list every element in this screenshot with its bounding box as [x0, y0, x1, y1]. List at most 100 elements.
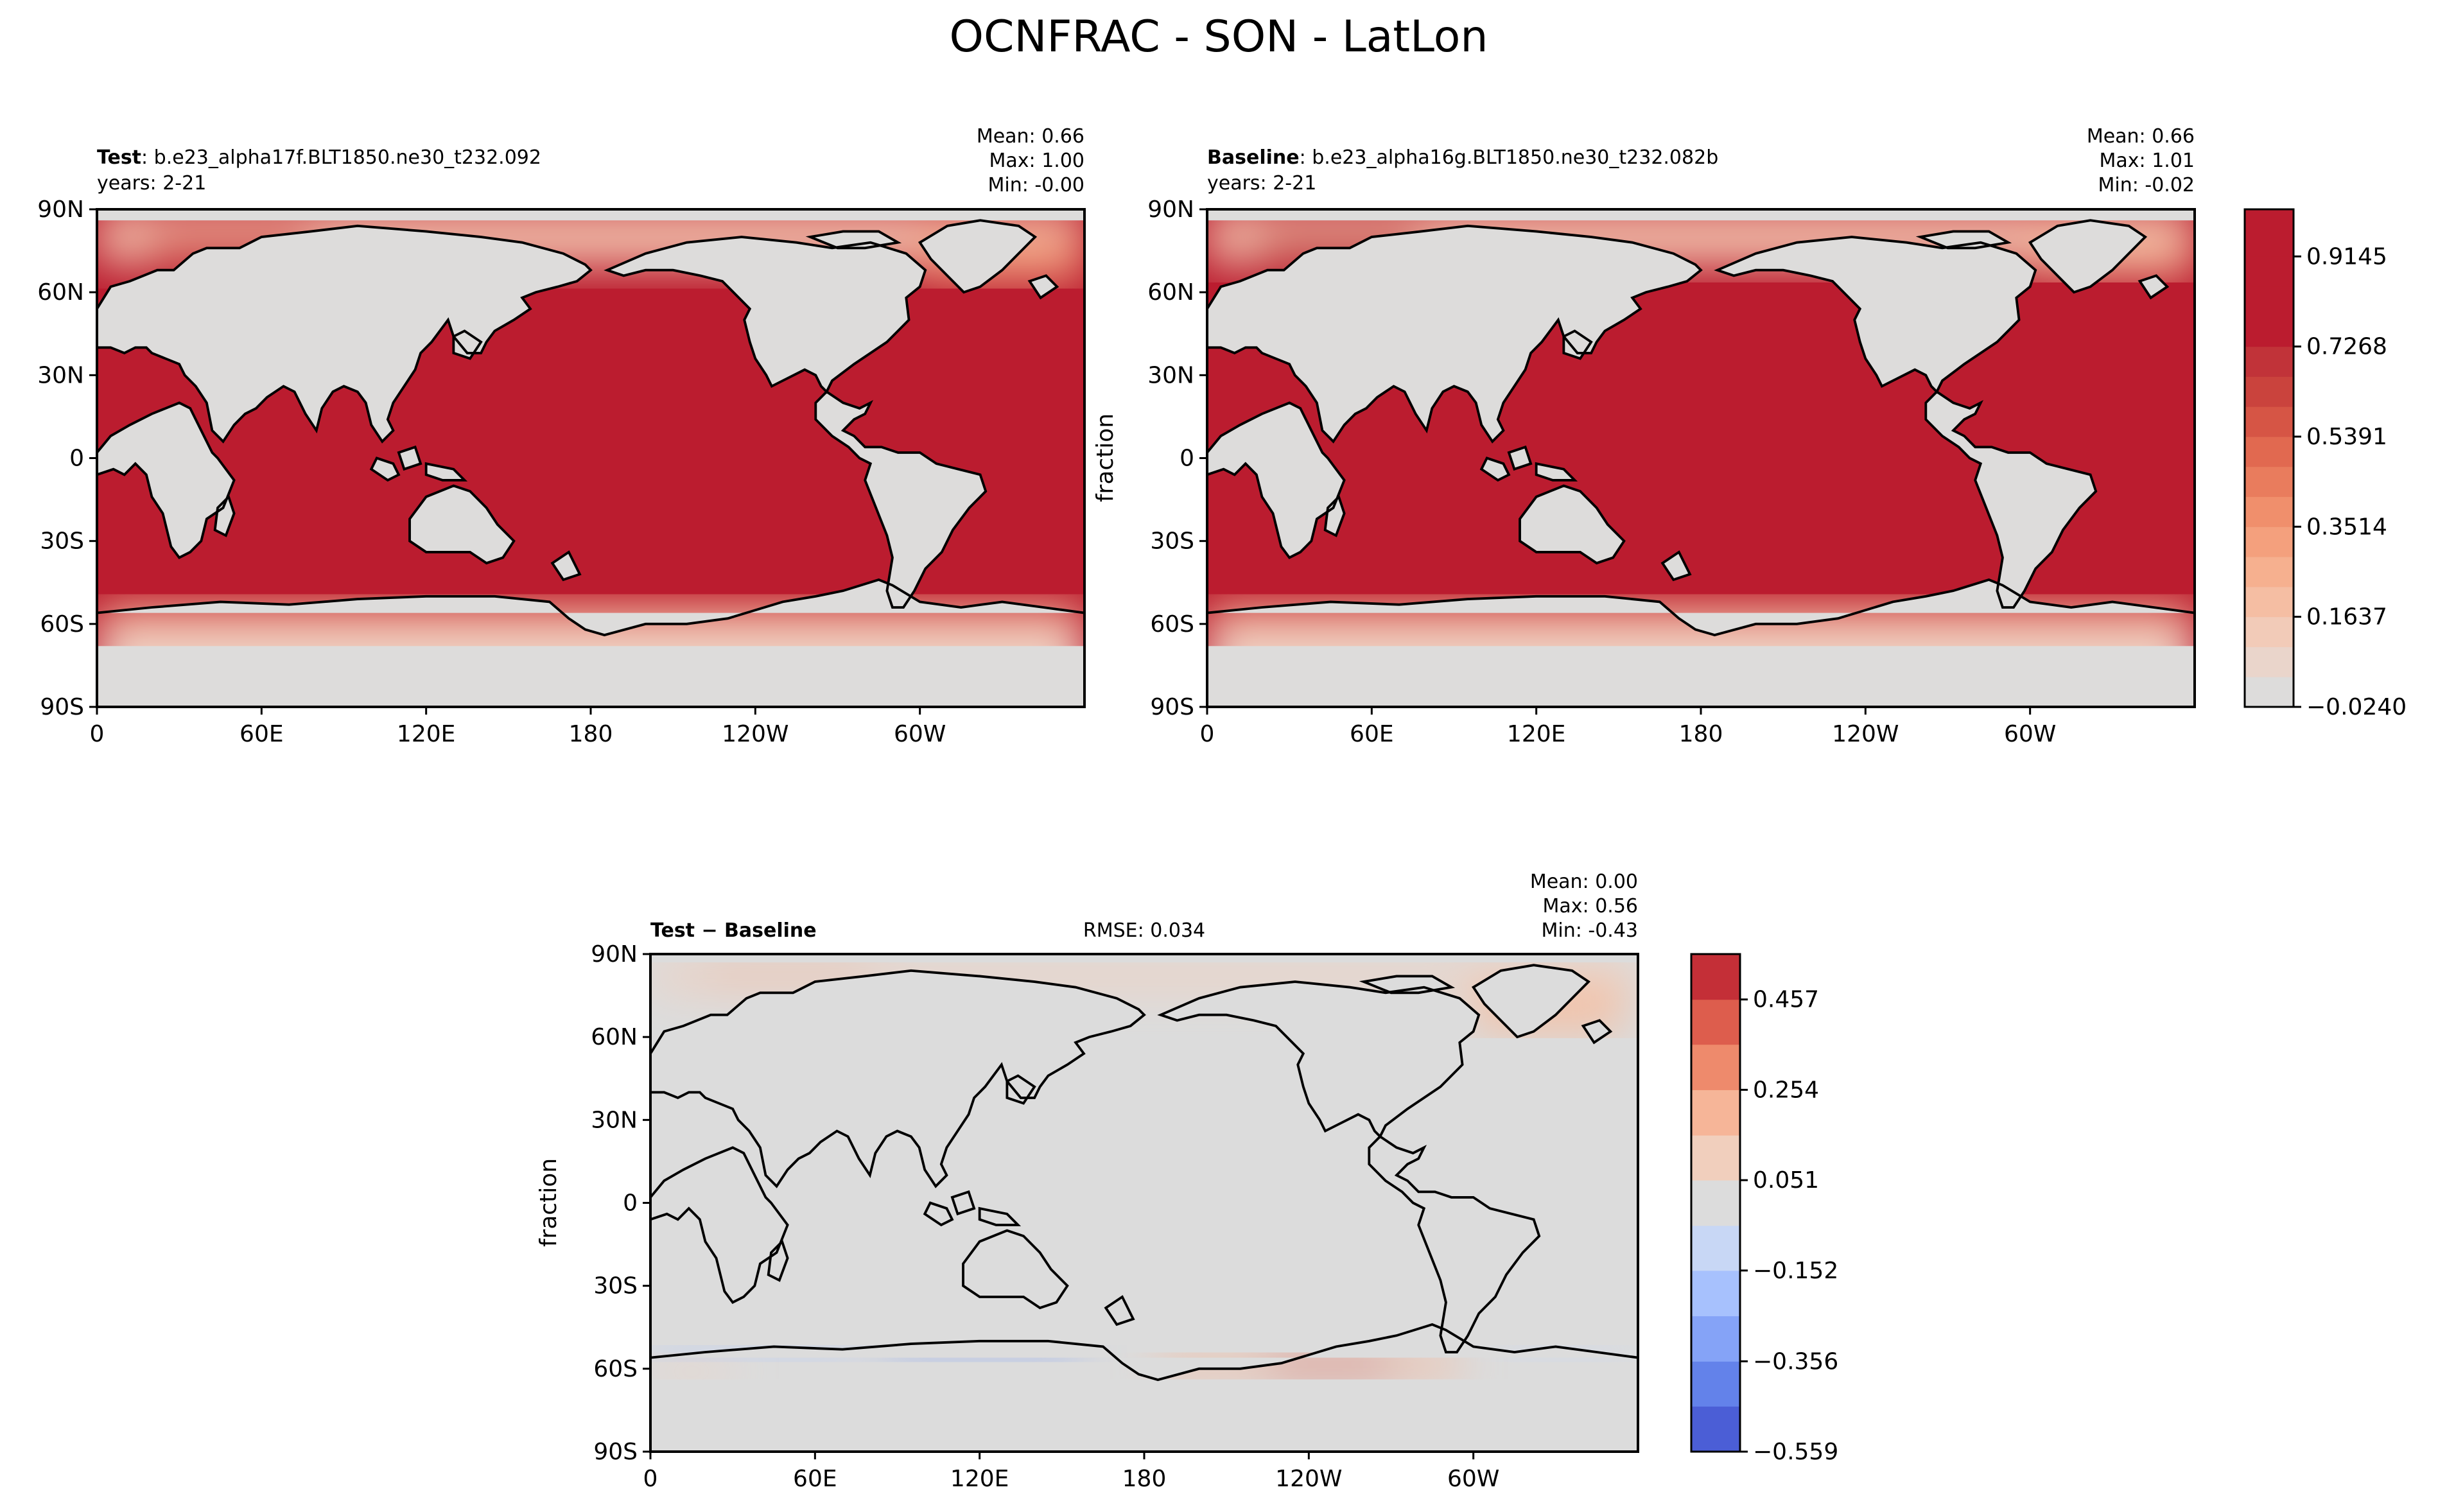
- colorbar-segment: [2245, 316, 2294, 347]
- colorbar-segment: [1691, 1361, 1740, 1407]
- lon-tick-label: 120W: [1275, 1466, 1342, 1492]
- lat-tick-label: 0: [69, 446, 84, 472]
- lat-tick-label: 60S: [40, 611, 84, 638]
- panel-diff-max: Max: 0.56: [1543, 895, 1638, 917]
- lon-tick-label: 60E: [1350, 721, 1394, 747]
- colorbar-segment: [2245, 526, 2294, 557]
- map-difference: [650, 954, 1638, 1452]
- lon-tick-label: 0: [643, 1466, 658, 1492]
- colorbar-tick-label: −0.356: [1753, 1348, 1838, 1375]
- map-baseline: [1207, 209, 2195, 707]
- panel-diff-rmse: RMSE: 0.034: [1083, 919, 1205, 942]
- colorbar-tick-label: 0.051: [1753, 1167, 1819, 1194]
- lon-tick-label: 120W: [1832, 721, 1899, 747]
- colorbar-segment: [2245, 647, 2294, 677]
- colorbar-segment: [2245, 677, 2294, 708]
- colorbar-segment: [2245, 256, 2294, 287]
- panel-baseline: Baseline: b.e23_alpha16g.BLT1850.ne30_t2…: [1092, 125, 2196, 747]
- lon-tick-label: 60W: [2004, 721, 2056, 747]
- map-test: [97, 209, 1084, 707]
- lat-tick-label: 60N: [1147, 279, 1194, 306]
- panel-test-case: : b.e23_alpha17f.BLT1850.ne30_t232.092: [141, 146, 541, 169]
- lat-tick-label: 30N: [1147, 362, 1194, 388]
- land-mask: [97, 209, 1084, 707]
- colorbar-segment: [1691, 1270, 1740, 1317]
- colorbar-segment: [2245, 346, 2294, 377]
- panel-diff-rest: − Baseline: [695, 919, 817, 942]
- colorbar-segment: [1691, 999, 1740, 1045]
- colorbar-tick-label: 0.9145: [2306, 243, 2387, 270]
- panel-baseline-max: Max: 1.01: [2100, 150, 2195, 172]
- colorbar-segment: [2245, 437, 2294, 467]
- panel-diff-ylabel: fraction: [535, 1158, 562, 1247]
- panel-test-mean: Mean: 0.66: [977, 125, 1084, 148]
- colorbar-segment: [1691, 1090, 1740, 1136]
- panel-baseline-label: Baseline: [1207, 146, 1300, 169]
- lon-tick-label: 180: [1679, 721, 1723, 747]
- lat-tick-label: 90N: [37, 196, 84, 223]
- colorbar-segment: [1691, 1044, 1740, 1090]
- colorbar-difference: 0.457 0.254 0.051 −0.152 −0.356 −0.559: [1690, 953, 1838, 1465]
- colorbar-tick-label: −0.559: [1753, 1439, 1838, 1465]
- colorbar-tick-label: 0.7268: [2306, 334, 2387, 360]
- lon-tick-label: 60E: [239, 721, 284, 747]
- panel-baseline-header: Baseline: b.e23_alpha16g.BLT1850.ne30_t2…: [1207, 146, 1718, 169]
- colorbar-segment: [1691, 954, 1740, 1000]
- lon-tick-label: 120E: [1507, 721, 1565, 747]
- colorbar-segment: [2245, 557, 2294, 587]
- colorbar-tick-label: −0.0240: [2306, 694, 2407, 720]
- lat-tick-label: 30N: [37, 362, 84, 388]
- lon-tick-label: 0: [1200, 721, 1215, 747]
- lon-tick-label: 60E: [793, 1466, 837, 1492]
- panel-test-header: Test: b.e23_alpha17f.BLT1850.ne30_t232.0…: [97, 146, 541, 169]
- panel-test-min: Min: -0.00: [988, 174, 1085, 196]
- lat-tick-label: 90S: [40, 694, 84, 720]
- lat-tick-label: 90S: [593, 1439, 638, 1465]
- lon-tick-label: 60W: [894, 721, 946, 747]
- lat-tick-label: 90S: [1150, 694, 1194, 720]
- lat-tick-label: 60S: [593, 1356, 638, 1382]
- colorbar-tick-label: 0.5391: [2306, 424, 2387, 450]
- colorbar-segment: [2245, 209, 2294, 257]
- lat-tick-label: 90N: [591, 941, 638, 968]
- figure-title: OCNFRAC - SON - LatLon: [950, 12, 1488, 62]
- land-mask: [1207, 209, 2195, 707]
- colorbar-segment: [2245, 496, 2294, 527]
- colorbar-segment: [1691, 1225, 1740, 1271]
- colorbar-segment: [2245, 616, 2294, 647]
- panel-difference: Test − Baseline RMSE: 0.034 Mean: 0.00 M…: [535, 871, 1639, 1492]
- colorbar-segment: [1691, 1406, 1740, 1452]
- panel-baseline-mean: Mean: 0.66: [2087, 125, 2195, 148]
- colorbar-segment: [1691, 1180, 1740, 1226]
- colorbar-segment: [2245, 286, 2294, 317]
- panel-baseline-ylabel: fraction: [1092, 413, 1119, 502]
- colorbar-segment: [1691, 1316, 1740, 1362]
- colorbar-segment: [2245, 406, 2294, 437]
- lon-tick-label: 120W: [722, 721, 788, 747]
- lon-tick-label: 180: [569, 721, 613, 747]
- colorbar-segment: [2245, 586, 2294, 618]
- colorbar-main: 0.9145 0.7268 0.5391 0.3514 0.1637 −0.0240: [2243, 208, 2407, 720]
- lat-tick-label: 30S: [1150, 528, 1194, 555]
- panel-test-max: Max: 1.00: [989, 150, 1084, 172]
- colorbar-segment: [2245, 466, 2294, 498]
- colorbar-frame: [1690, 953, 1741, 1453]
- panel-baseline-min: Min: -0.02: [2098, 174, 2195, 196]
- lat-tick-label: 90N: [1147, 196, 1194, 223]
- colorbar-tick-label: −0.152: [1753, 1258, 1838, 1284]
- colorbar-frame: [2243, 208, 2295, 708]
- colorbar-tick-label: 0.254: [1753, 1077, 1819, 1103]
- lat-tick-label: 60N: [37, 279, 84, 306]
- lon-tick-label: 180: [1122, 1466, 1167, 1492]
- colorbar-segment: [1691, 1135, 1740, 1181]
- lat-tick-label: 30N: [591, 1107, 638, 1133]
- lon-tick-label: 0: [90, 721, 105, 747]
- lat-tick-label: 30S: [593, 1273, 638, 1299]
- lon-tick-label: 120E: [950, 1466, 1009, 1492]
- colorbar-tick-label: 0.1637: [2306, 604, 2387, 630]
- panel-baseline-years: years: 2-21: [1207, 172, 1316, 195]
- land-mask: [650, 954, 1638, 1452]
- panel-test: Test: b.e23_alpha17f.BLT1850.ne30_t232.0…: [37, 125, 1086, 747]
- panel-baseline-case: : b.e23_alpha16g.BLT1850.ne30_t232.082b: [1300, 146, 1719, 169]
